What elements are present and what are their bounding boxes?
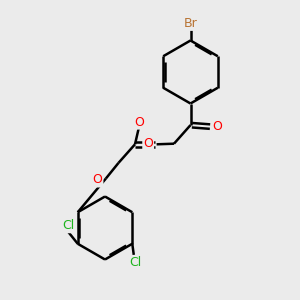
Text: Cl: Cl [62,219,74,232]
Text: O: O [143,136,153,150]
Text: Cl: Cl [129,256,141,269]
Text: Br: Br [184,17,197,30]
Text: O: O [213,120,222,133]
Text: O: O [134,116,144,129]
Text: O: O [93,173,102,187]
